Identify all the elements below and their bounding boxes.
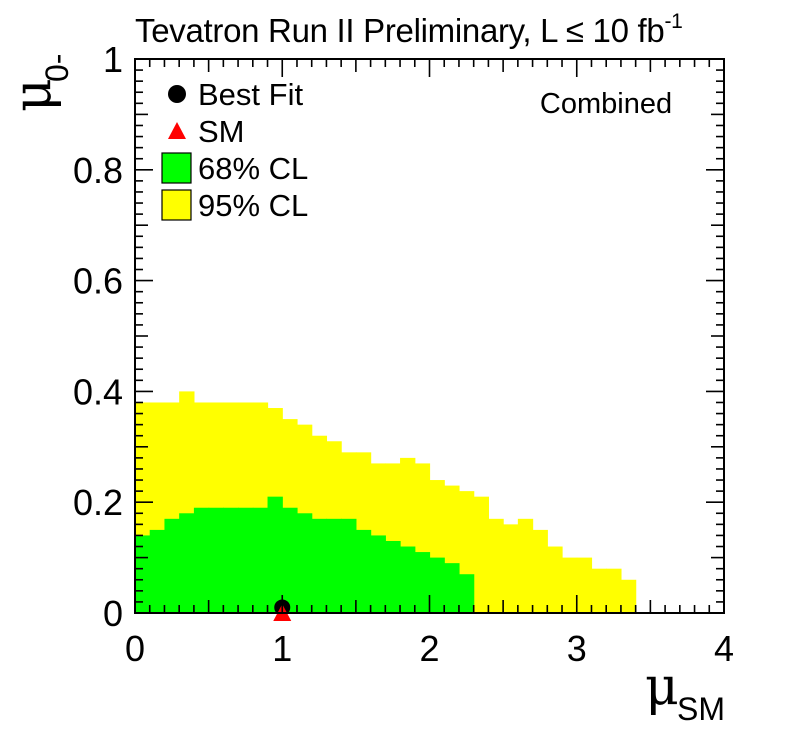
cl68-bin: [341, 518, 357, 613]
cl95-bin: [473, 496, 489, 613]
cl68-bin: [208, 507, 224, 613]
legend-box-marker: [161, 189, 192, 221]
y-tick-label: 0.8: [73, 150, 123, 191]
x-axis-label-subscript: SM: [677, 691, 725, 727]
cl68-bin: [179, 513, 195, 613]
cl95-bin: [532, 529, 548, 613]
cl68-bin: [385, 540, 401, 613]
y-axis-label: μ 0-: [3, 54, 75, 112]
x-tick-label: 1: [272, 628, 292, 669]
cl68-bin: [458, 574, 475, 613]
x-tick-label: 0: [125, 628, 145, 669]
combined-annotation: Combined: [540, 88, 672, 120]
legend-sm-marker: [168, 122, 186, 139]
cl68-bin: [414, 552, 431, 613]
cl68-bin: [444, 563, 460, 613]
y-axis-label-symbol: μ: [3, 78, 63, 112]
chart-title: Tevatron Run II Preliminary, L ≤ 10 fb-1: [135, 10, 683, 50]
axis-ticks: [134, 58, 725, 614]
axis-tick-labels: 0 1 2 3 4 0 0.2 0.4 0.6 0.8 1: [73, 39, 734, 669]
legend-label: 95% CL: [198, 188, 308, 223]
cl68-bin: [282, 507, 298, 613]
legend-label: SM: [198, 114, 245, 149]
cl68-bin: [400, 546, 416, 613]
legend-best-fit-marker: [168, 85, 186, 103]
cl68-bin: [370, 535, 386, 613]
cl68-bin: [326, 518, 342, 613]
cl68-bin: [311, 518, 328, 613]
cl68-bin: [238, 507, 254, 613]
y-tick-label: 1: [103, 39, 123, 80]
x-tick-label: 2: [419, 628, 439, 669]
cl95-bin: [547, 546, 563, 613]
cl95-bin: [591, 568, 607, 613]
cl68-bin: [149, 529, 166, 613]
cl68-bin: [267, 496, 283, 613]
x-tick-label: 3: [567, 628, 587, 669]
chart-title-text: Tevatron Run II Preliminary, L ≤ 10 fb: [135, 12, 665, 49]
y-tick-label: 0.2: [73, 482, 123, 523]
y-axis-label-subscript: 0-: [39, 54, 75, 82]
y-tick-label: 0.6: [73, 261, 123, 302]
cl68-bin: [135, 535, 151, 613]
legend-label: 68% CL: [198, 151, 308, 186]
cl95-bin: [488, 518, 504, 613]
cl68-bin: [223, 507, 239, 613]
cl-regions: [135, 391, 637, 613]
cl95-bin: [503, 524, 519, 613]
cl68-bin: [164, 518, 180, 613]
legend-label: Best Fit: [198, 77, 303, 112]
x-axis-label: μ SM: [645, 657, 725, 727]
cl68-bin: [252, 507, 269, 613]
cl68-bin: [355, 529, 372, 613]
x-tick-label: 4: [714, 628, 734, 669]
cl95-bin: [606, 568, 622, 613]
cl95-bin: [517, 518, 534, 613]
x-axis-label-symbol: μ: [645, 657, 679, 717]
cl95-bin: [620, 579, 637, 613]
cl95-bin: [562, 557, 578, 613]
chart-title-superscript: -1: [664, 10, 683, 33]
y-tick-label: 0: [103, 593, 123, 634]
cl68-bin: [193, 507, 210, 613]
y-tick-label: 0.4: [73, 371, 123, 412]
cl95-bin: [576, 557, 593, 613]
cl68-bin: [296, 513, 313, 613]
cl68-bin: [429, 557, 445, 613]
legend-box-marker: [161, 152, 192, 184]
